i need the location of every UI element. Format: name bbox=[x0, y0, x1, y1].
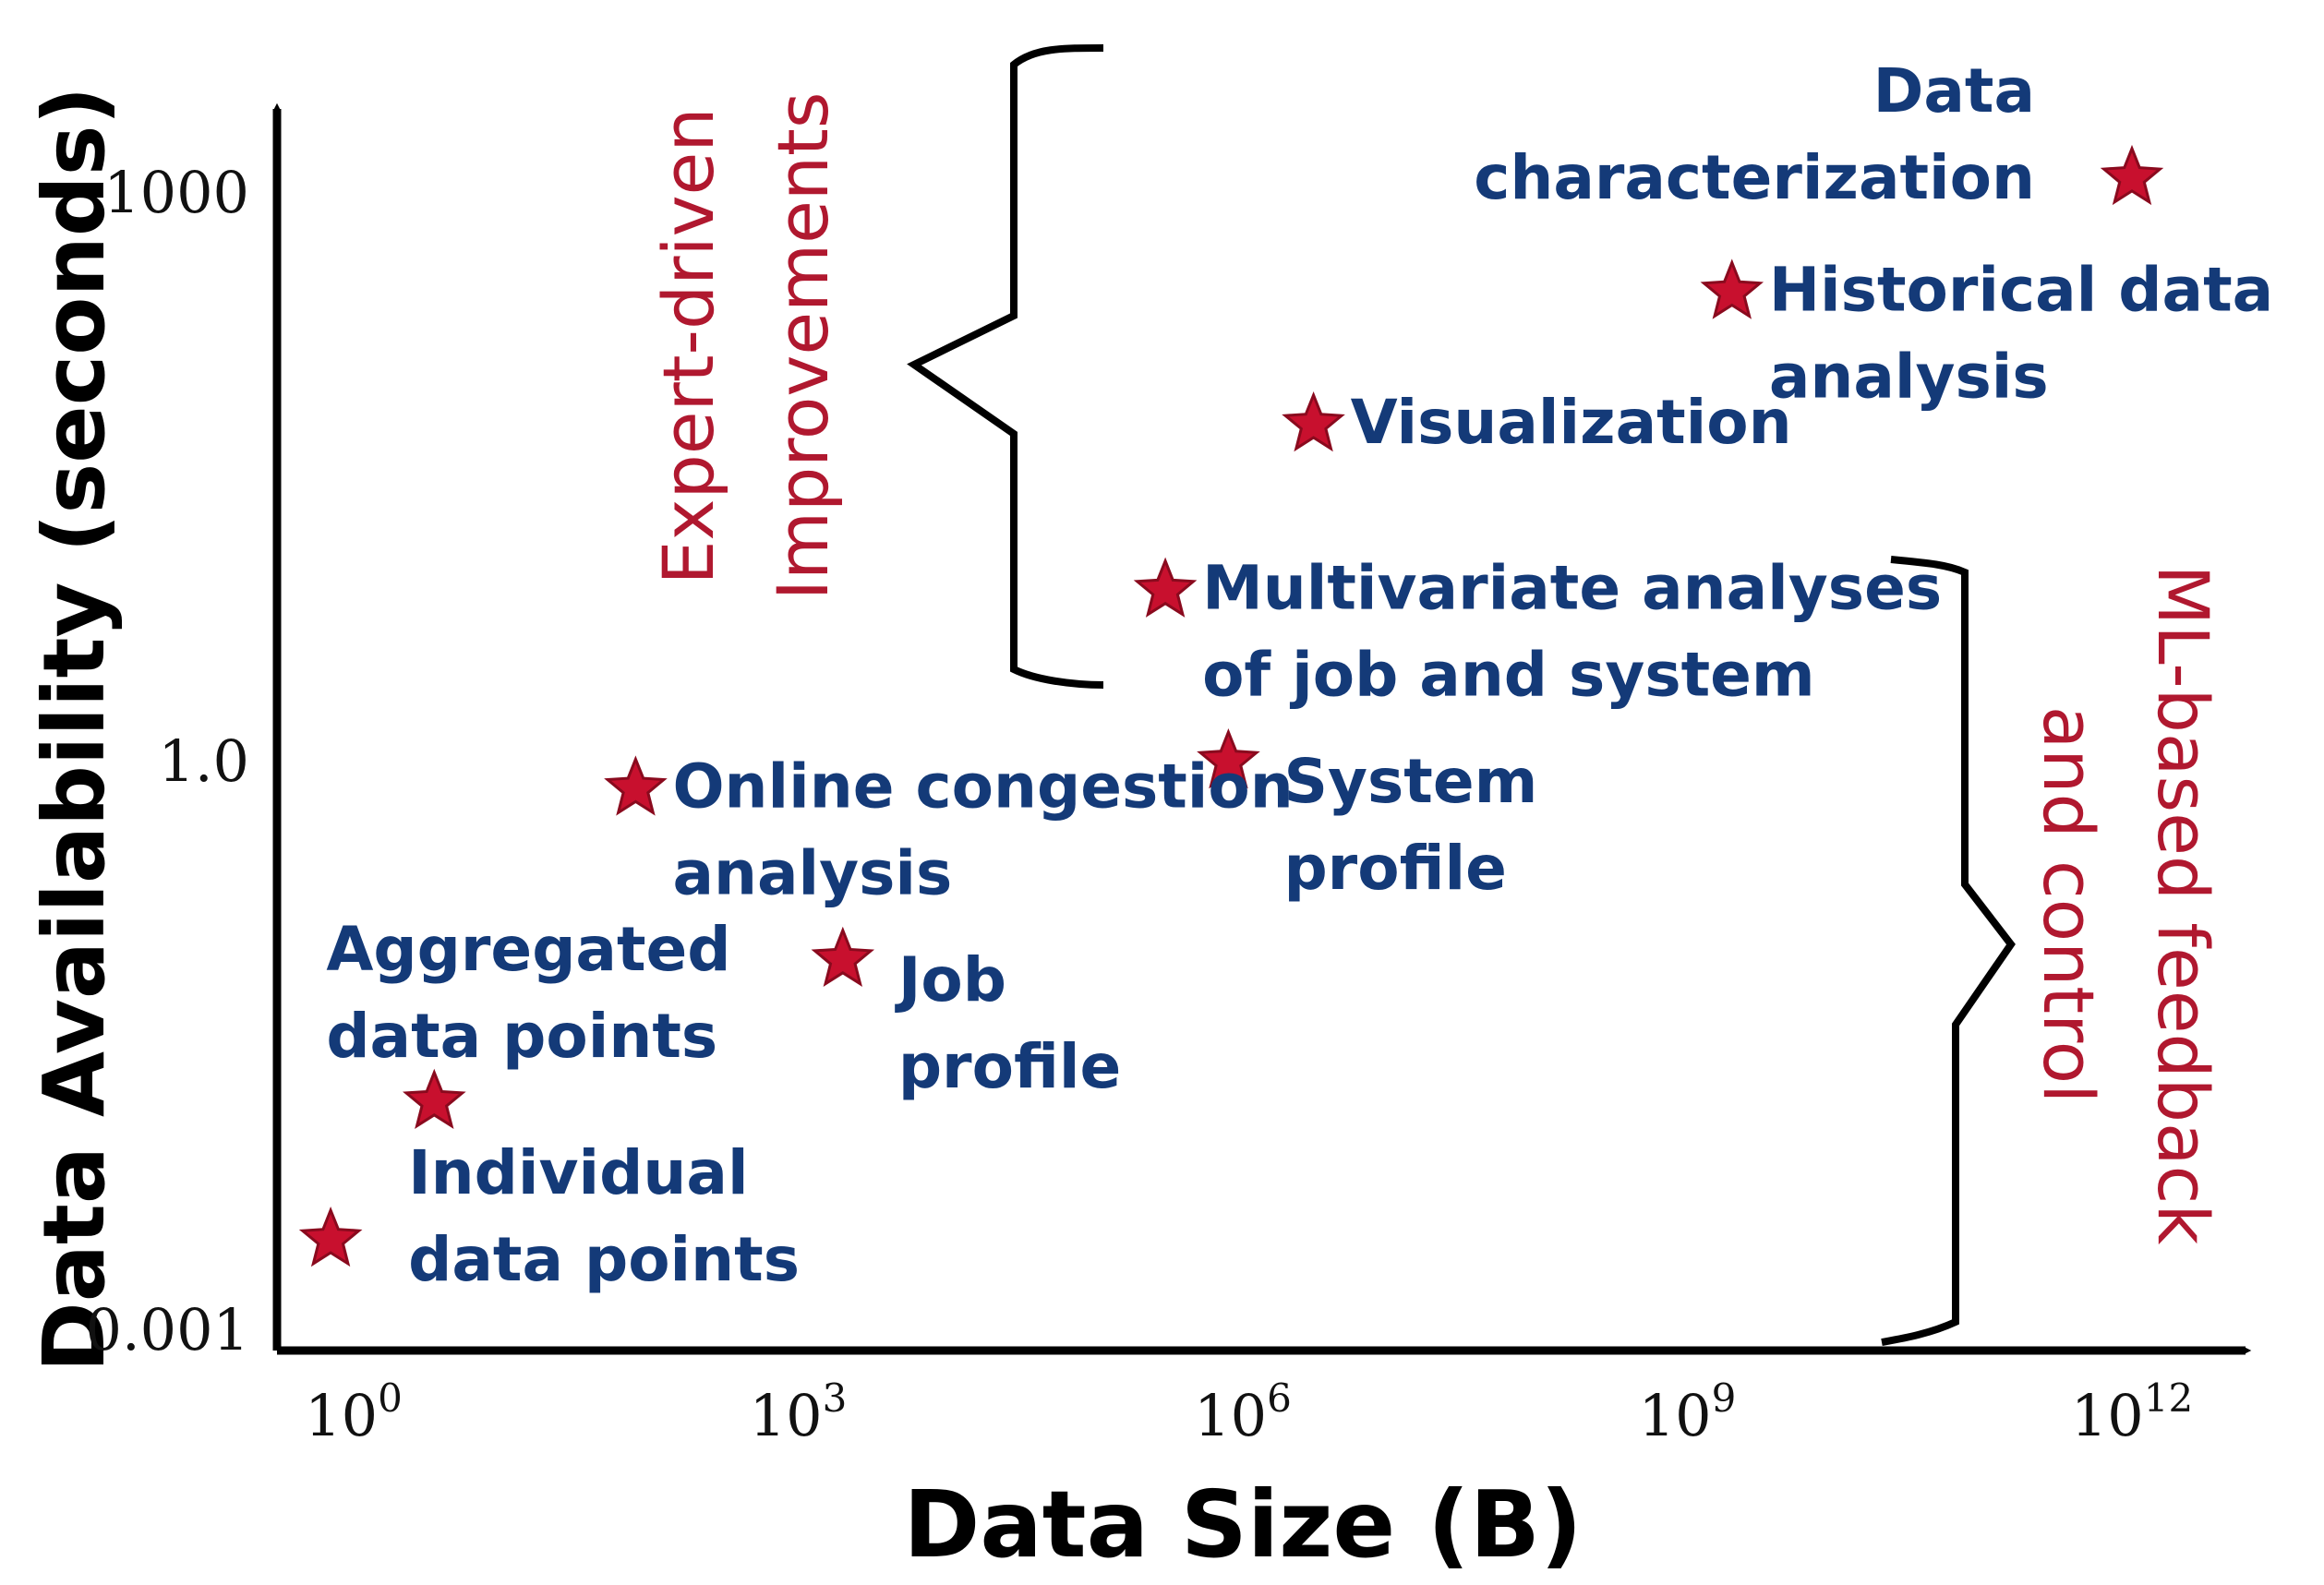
x-axis-title: Data Size (B) bbox=[903, 1471, 1582, 1579]
y-tick-label: 1.0 bbox=[158, 727, 249, 795]
expert-brace bbox=[907, 44, 1104, 689]
y-axis-title: Data Availability (seconds) bbox=[25, 86, 124, 1372]
data-point-star bbox=[604, 755, 668, 816]
data-point-star bbox=[298, 1206, 363, 1267]
y-tick-label: 1000 bbox=[103, 159, 249, 226]
data-point-star bbox=[1133, 557, 1198, 618]
ml-brace bbox=[1881, 556, 2016, 1346]
data-point-star bbox=[811, 926, 875, 987]
x-tick-label: 100 bbox=[305, 1375, 403, 1449]
expert-driven-annotation: Expert-driven Improvements bbox=[647, 92, 844, 601]
point-label: Job profile bbox=[895, 944, 1121, 1102]
point-label: Visualization bbox=[1351, 387, 1792, 458]
x-tick-label: 1012 bbox=[2071, 1375, 2193, 1449]
x-tick-label: 109 bbox=[1639, 1375, 1737, 1449]
point-label: Historical data analysis bbox=[1769, 255, 2273, 413]
point-label: System profile bbox=[1283, 746, 1537, 904]
data-point-star bbox=[1282, 390, 1345, 452]
y-tick-label: 0.001 bbox=[86, 1296, 250, 1363]
x-tick-label: 106 bbox=[1194, 1375, 1292, 1449]
ml-based-annotation: ML-based feedbackand control bbox=[2028, 565, 2224, 1245]
point-label: Online congestion analysis bbox=[672, 750, 1293, 908]
x-tick-label: 103 bbox=[750, 1375, 848, 1449]
point-label: Individual data points bbox=[408, 1137, 800, 1295]
point-label: Data characterization bbox=[1474, 55, 2035, 213]
data-point-star bbox=[1700, 258, 1764, 319]
data-point-star bbox=[403, 1068, 466, 1129]
point-label: Multivariate analyses of job and system bbox=[1202, 553, 1942, 711]
data-point-star bbox=[2100, 144, 2164, 206]
data-point-star bbox=[1197, 728, 1260, 789]
point-label: Aggregated data points bbox=[326, 914, 730, 1072]
